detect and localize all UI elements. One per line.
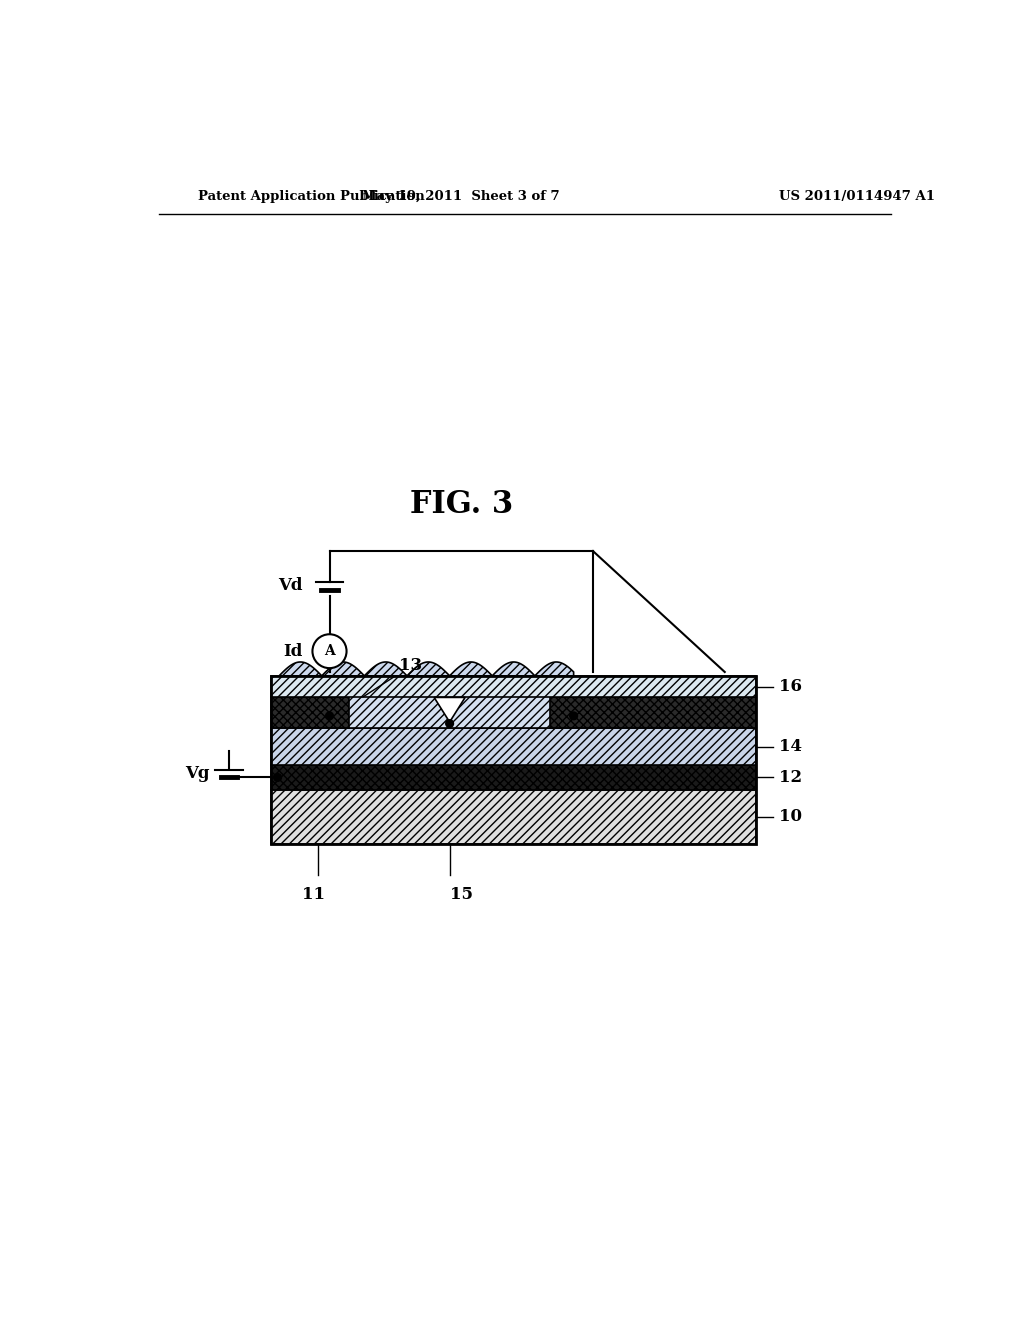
Text: Patent Application Publication: Patent Application Publication xyxy=(198,190,425,203)
Text: 11: 11 xyxy=(302,886,326,903)
Text: Id: Id xyxy=(283,643,302,660)
Text: 16: 16 xyxy=(779,678,802,696)
Bar xyxy=(271,789,756,843)
Bar xyxy=(271,729,756,766)
Text: May 19, 2011  Sheet 3 of 7: May 19, 2011 Sheet 3 of 7 xyxy=(362,190,560,203)
Bar xyxy=(550,697,756,729)
Bar xyxy=(271,697,349,729)
Text: 13: 13 xyxy=(362,657,422,697)
Polygon shape xyxy=(434,697,465,722)
Text: 14: 14 xyxy=(779,738,802,755)
Circle shape xyxy=(273,774,282,781)
Circle shape xyxy=(312,635,346,668)
Bar xyxy=(271,766,756,789)
Bar xyxy=(271,676,756,697)
Circle shape xyxy=(569,711,578,719)
Circle shape xyxy=(326,711,334,719)
Bar xyxy=(271,676,756,843)
Circle shape xyxy=(445,719,454,727)
Text: 12: 12 xyxy=(779,770,802,785)
Text: A: A xyxy=(325,644,335,659)
Text: FIG. 3: FIG. 3 xyxy=(410,490,513,520)
Text: US 2011/0114947 A1: US 2011/0114947 A1 xyxy=(779,190,935,203)
Bar xyxy=(337,686,562,729)
Text: Vd: Vd xyxy=(278,577,302,594)
Text: 15: 15 xyxy=(450,886,473,903)
PathPatch shape xyxy=(280,663,573,676)
Text: 10: 10 xyxy=(779,808,802,825)
Text: Vg: Vg xyxy=(185,766,209,783)
